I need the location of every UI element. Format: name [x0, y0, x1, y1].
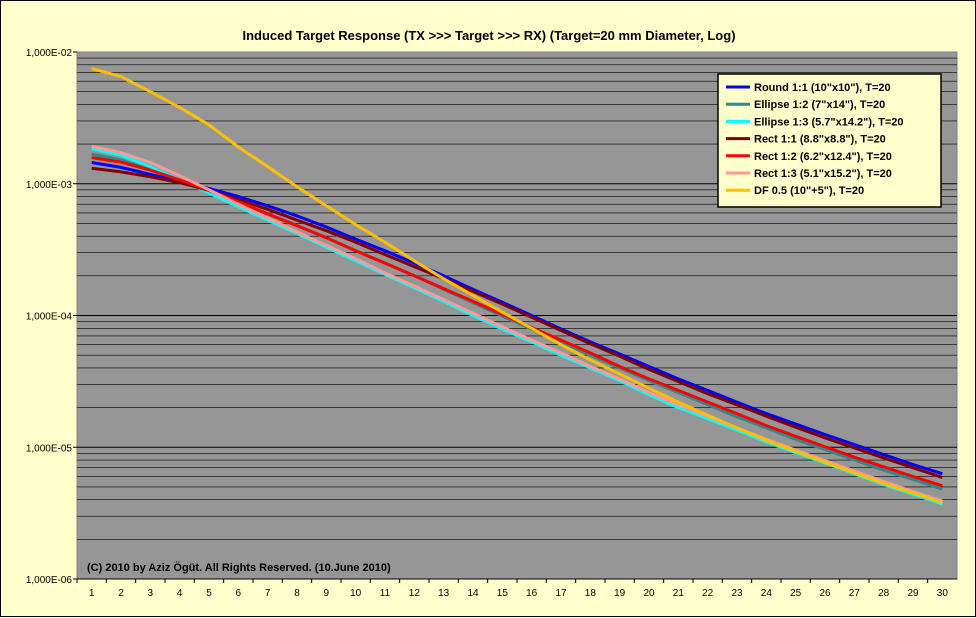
x-tick-label: 19	[614, 588, 626, 599]
x-tick-label: 3	[148, 588, 154, 599]
x-tick-label: 4	[177, 588, 183, 599]
x-tick-label: 30	[937, 588, 949, 599]
x-tick-label: 21	[673, 588, 685, 599]
x-tick-label: 14	[467, 588, 479, 599]
legend-entry-7: DF 0.5 (10"+5"), T=20	[754, 185, 864, 197]
y-axis-ticks: 1,000E-02 1,000E-03 1,000E-04 1,000E-05 1,00…	[26, 48, 77, 586]
x-tick-label: 2	[118, 588, 124, 599]
legend-entry-5: Rect 1:2 (6.2"x12.4"), T=20	[754, 151, 892, 163]
copyright-annotation: (C) 2010 by Aziz Ögüt. All Rights Reserv…	[87, 561, 391, 574]
y-tick-label: 1,000E-02	[26, 48, 73, 59]
x-tick-label: 26	[819, 588, 831, 599]
series-line-4	[91, 166, 943, 479]
x-tick-label: 11	[380, 588, 391, 599]
x-tick-label: 23	[731, 588, 743, 599]
x-tick-label: 29	[907, 588, 919, 599]
x-tick-label: 12	[409, 588, 421, 599]
x-tick-label: 9	[324, 588, 330, 599]
legend-entry-1: Round 1:1 (10"x10"), T=20	[754, 82, 891, 94]
legend-entry-3: Ellipse 1:3 (5.7"x14.2"), T=20	[754, 116, 904, 128]
x-tick-label: 18	[585, 588, 597, 599]
x-tick-label: 20	[643, 588, 655, 599]
x-tick-label: 25	[790, 588, 802, 599]
y-tick-label: 1,000E-03	[26, 180, 73, 191]
chart-title: Induced Target Response (TX >>> Target >…	[242, 28, 735, 43]
legend-box	[717, 73, 942, 208]
x-tick-label: 28	[878, 588, 890, 599]
x-tick-label: 22	[702, 588, 714, 599]
x-tick-label: 24	[761, 588, 773, 599]
legend-entry-2: Ellipse 1:2 (7"x14"), T=20	[754, 99, 885, 111]
legend: Round 1:1 (10"x10"), T=20 Ellipse 1:2 (7"…	[717, 73, 942, 208]
x-tick-label: 10	[350, 588, 362, 599]
y-tick-label: 1,000E-04	[26, 312, 73, 323]
x-tick-label: 7	[265, 588, 271, 599]
x-tick-label: 13	[438, 588, 450, 599]
y-tick-label: 1,000E-06	[26, 575, 73, 586]
legend-entry-4: Rect 1:1 (8.8"x8.8"), T=20	[754, 134, 886, 146]
series-line-1	[91, 161, 943, 476]
x-tick-label: 17	[555, 588, 567, 599]
x-tick-label: 5	[206, 588, 212, 599]
x-tick-label: 6	[236, 588, 242, 599]
legend-entry-6: Rect 1:3 (5.1"x15.2"), T=20	[754, 168, 892, 180]
x-tick-label: 1	[89, 588, 95, 599]
x-tick-label: 16	[526, 588, 538, 599]
x-tick-label: 15	[497, 588, 509, 599]
x-tick-label: 27	[849, 588, 861, 599]
series-lines	[91, 67, 943, 506]
x-tick-label: 8	[294, 588, 300, 599]
x-axis-ticks: 1 2 3 4 5 6 7 8 9 10 11 12 13 14 15 16 17 18 19 20 21 22 23 24 2…	[76, 579, 949, 599]
series-line-7	[91, 67, 943, 505]
y-tick-label: 1,000E-05	[26, 443, 73, 454]
